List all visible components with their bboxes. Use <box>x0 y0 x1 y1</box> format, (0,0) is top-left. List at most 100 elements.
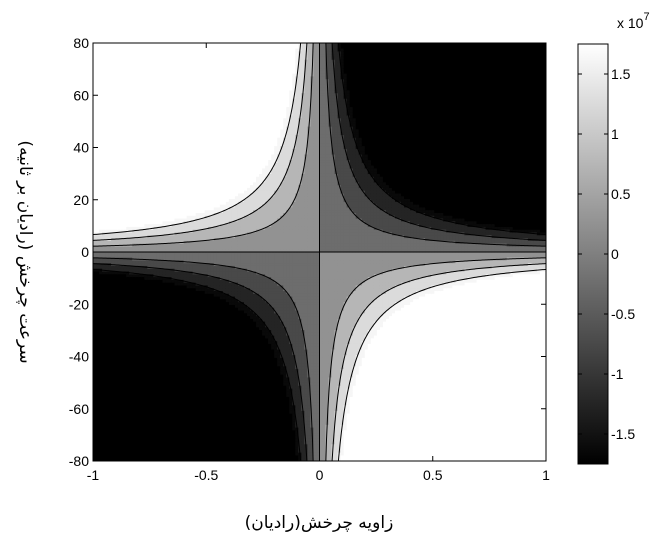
contour-cell <box>132 132 136 136</box>
contour-cell <box>102 235 106 239</box>
contour-cell <box>108 447 112 451</box>
contour-cell <box>138 410 142 415</box>
contour-cell <box>138 452 142 457</box>
contour-cell <box>138 157 142 161</box>
contour-cell <box>111 318 115 323</box>
contour-cell <box>96 291 100 295</box>
contour-cell <box>99 185 103 189</box>
contour-cell <box>138 321 142 326</box>
contour-cell <box>126 176 130 181</box>
contour-cell <box>153 76 158 80</box>
contour-cell <box>156 212 161 217</box>
contour-cell <box>159 263 164 267</box>
contour-cell <box>147 352 151 356</box>
contour-cell <box>123 193 127 197</box>
contour-cell <box>105 210 109 214</box>
contour-cell <box>153 224 158 228</box>
contour-cell <box>96 54 100 58</box>
contour-cell <box>123 235 127 239</box>
contour-cell <box>138 413 142 418</box>
contour-cell <box>132 107 136 111</box>
contour-cell <box>144 118 148 122</box>
contour-cell <box>126 441 130 445</box>
contour-cell <box>150 93 154 97</box>
contour-cell <box>105 341 109 345</box>
contour-cell <box>129 162 133 167</box>
contour-cell <box>108 438 112 443</box>
contour-cell <box>120 352 124 356</box>
contour-cell <box>144 252 148 256</box>
contour-cell <box>129 193 133 197</box>
contour-cell <box>141 107 145 111</box>
contour-cell <box>102 352 106 356</box>
contour-cell <box>147 324 151 328</box>
contour-cell <box>132 363 136 367</box>
contour-cell <box>129 430 133 434</box>
contour-cell <box>156 112 161 117</box>
contour-cell <box>99 56 103 61</box>
contour-cell <box>129 366 133 370</box>
contour-cell <box>123 424 127 429</box>
contour-cell <box>96 73 100 78</box>
contour-cell <box>129 357 133 362</box>
contour-cell <box>117 291 121 295</box>
contour-cell <box>132 349 136 353</box>
contour-cell <box>150 252 154 256</box>
contour-cell <box>135 249 139 253</box>
contour-cell <box>132 204 136 209</box>
contour-cell <box>147 374 151 378</box>
contour-cell <box>120 104 124 108</box>
contour-cell <box>108 215 112 220</box>
contour-cell <box>135 115 139 119</box>
contour-cell <box>114 413 118 418</box>
contour-cell <box>138 282 142 287</box>
contour-cell <box>96 56 100 61</box>
contour-cell <box>99 134 103 139</box>
contour-cell <box>159 154 164 158</box>
contour-cell <box>114 95 118 100</box>
contour-cell <box>141 229 145 234</box>
contour-cell <box>111 215 115 220</box>
contour-cell <box>132 416 136 420</box>
contour-cell <box>93 307 97 312</box>
contour-cell <box>123 143 127 147</box>
contour-cell <box>144 455 148 459</box>
contour-cell <box>135 288 139 292</box>
contour-cell <box>150 382 154 387</box>
contour-cell <box>111 70 115 75</box>
contour-cell <box>111 438 115 443</box>
contour-cell <box>126 316 130 320</box>
contour-cell <box>108 171 112 175</box>
contour-cell <box>141 396 145 401</box>
contour-cell <box>156 441 161 445</box>
contour-cell <box>159 54 164 58</box>
contour-cell <box>135 176 139 181</box>
contour-cell <box>150 229 154 234</box>
contour-cell <box>156 316 161 320</box>
contour-cell <box>138 160 142 164</box>
contour-cell <box>138 84 142 89</box>
contour-cell <box>150 104 154 108</box>
contour-cell <box>153 330 158 334</box>
contour-cell <box>108 304 112 309</box>
contour-cell <box>105 444 109 448</box>
contour-cell <box>150 430 154 434</box>
contour-cell <box>135 282 139 287</box>
contour-cell <box>126 421 130 426</box>
contour-cell <box>156 107 161 111</box>
contour-cell <box>153 452 158 457</box>
contour-cell <box>147 62 151 66</box>
contour-cell <box>138 391 142 395</box>
contour-cell <box>153 324 158 328</box>
contour-cell <box>105 45 109 50</box>
contour-cell <box>105 433 109 437</box>
contour-cell <box>135 360 139 365</box>
contour-cell <box>153 421 158 426</box>
contour-cell <box>96 221 100 225</box>
contour-cell <box>111 455 115 459</box>
contour-cell <box>147 212 151 217</box>
contour-cell <box>111 240 115 245</box>
contour-cell <box>135 56 139 61</box>
contour-cell <box>135 185 139 189</box>
contour-cell <box>153 307 158 312</box>
